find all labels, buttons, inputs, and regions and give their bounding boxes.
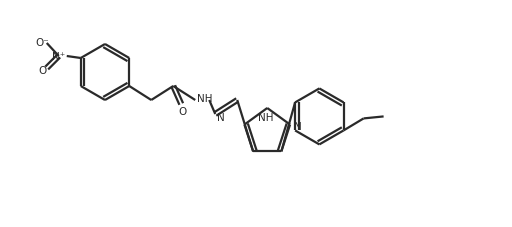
Text: N⁺: N⁺ xyxy=(52,52,66,62)
Text: NH: NH xyxy=(198,94,213,104)
Text: O: O xyxy=(178,106,186,116)
Text: O: O xyxy=(38,66,47,76)
Text: NH: NH xyxy=(259,113,274,122)
Text: N: N xyxy=(218,113,225,122)
Text: O⁻: O⁻ xyxy=(35,38,49,48)
Text: N: N xyxy=(294,121,302,131)
